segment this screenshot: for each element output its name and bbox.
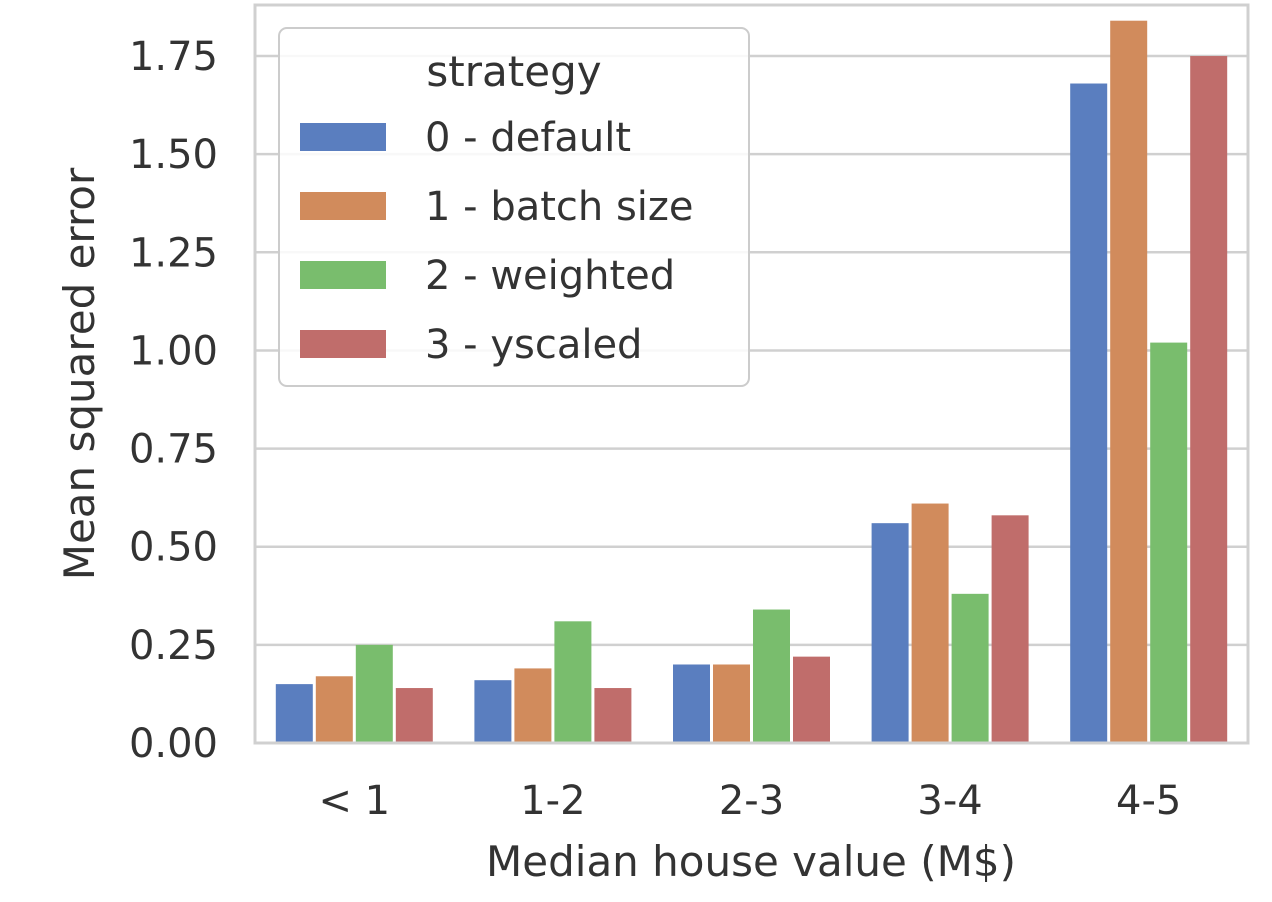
y-tick-label: 0.25 — [129, 623, 218, 669]
bar — [1190, 56, 1228, 743]
bar — [275, 684, 313, 743]
bar — [395, 688, 433, 743]
x-axis-ticks: < 1 1-2 2-3 3-4 4-5 — [318, 778, 1181, 824]
x-tick-label: 2-3 — [719, 778, 784, 824]
bar — [753, 609, 790, 743]
bar — [514, 668, 552, 743]
legend-label: 2 - weighted — [425, 253, 675, 299]
y-tick-label: 1.25 — [129, 230, 218, 276]
bar — [594, 688, 632, 743]
bar — [554, 621, 592, 743]
legend-swatch — [300, 192, 386, 220]
bar — [1110, 20, 1148, 743]
bar — [991, 515, 1029, 743]
x-tick-label: 3-4 — [917, 778, 982, 824]
plot-frame — [253, 3, 1250, 745]
y-axis-label: Mean squared error — [55, 167, 104, 580]
y-axis-ticks: 0.00 0.25 0.50 0.75 1.00 1.25 1.50 1.75 — [129, 34, 218, 767]
bar — [355, 644, 393, 743]
bar — [793, 656, 830, 743]
legend-items: 0 - default 1 - batch size 2 - weighted 3 -… — [300, 115, 694, 368]
bar — [1070, 83, 1108, 744]
y-tick-label: 1.75 — [129, 34, 218, 80]
bars — [275, 20, 1228, 744]
legend: strategy 0 - default 1 - batch size 2 - we… — [278, 27, 750, 387]
x-tick-label: 1-2 — [520, 778, 585, 824]
x-tick-label: < 1 — [318, 778, 390, 824]
legend-title: strategy — [426, 47, 601, 96]
legend-label: 3 - yscaled — [425, 322, 642, 368]
bar — [315, 676, 353, 743]
bar — [673, 664, 710, 743]
x-tick-label: 4-5 — [1116, 778, 1181, 824]
y-tick-label: 0.75 — [129, 427, 218, 473]
y-tick-label: 1.00 — [129, 328, 218, 374]
legend-label: 1 - batch size — [425, 184, 694, 230]
bar — [951, 593, 989, 743]
bar — [474, 680, 512, 743]
bar — [871, 523, 909, 743]
bar — [1150, 342, 1188, 743]
y-tick-label: 0.50 — [129, 525, 218, 571]
y-tick-label: 0.00 — [129, 721, 218, 767]
y-tick-label: 1.50 — [129, 132, 218, 178]
legend-box — [278, 27, 750, 387]
legend-swatch — [300, 261, 386, 289]
legend-swatch — [300, 123, 386, 151]
bar — [713, 664, 750, 743]
x-axis-label: Median house value (M$) — [486, 837, 1016, 886]
legend-swatch — [300, 330, 386, 358]
bar — [911, 503, 949, 743]
legend-label: 0 - default — [425, 115, 631, 161]
